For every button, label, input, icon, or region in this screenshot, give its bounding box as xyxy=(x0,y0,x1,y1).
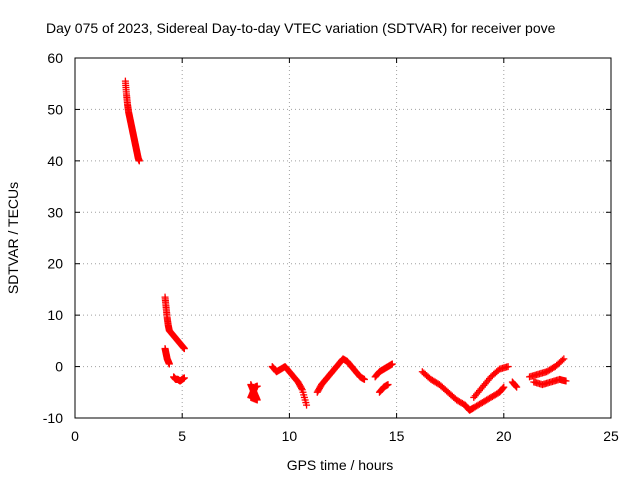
y-tick-label: 40 xyxy=(47,153,63,169)
x-tick-label: 0 xyxy=(71,428,79,444)
data-point xyxy=(388,360,396,368)
chart-title: Day 075 of 2023, Sidereal Day-to-day VTE… xyxy=(46,20,556,36)
y-axis-label: SDTVAR / TECUs xyxy=(5,182,21,294)
data-point xyxy=(180,374,188,382)
data-points xyxy=(121,77,570,414)
x-axis-label: GPS time / hours xyxy=(287,457,394,473)
x-tick-label: 10 xyxy=(282,428,298,444)
data-point xyxy=(513,383,521,391)
y-tick-label: 0 xyxy=(55,359,63,375)
data-point xyxy=(253,382,261,390)
data-point xyxy=(384,381,392,389)
x-axis-ticks: 0 5 10 15 20 25 xyxy=(71,58,619,444)
x-tick-label: 5 xyxy=(178,428,186,444)
y-tick-label: 60 xyxy=(47,50,63,66)
y-tick-label: 20 xyxy=(47,256,63,272)
y-tick-label: 30 xyxy=(47,204,63,220)
y-tick-label: 10 xyxy=(47,307,63,323)
data-point xyxy=(499,384,507,392)
x-tick-label: 25 xyxy=(603,428,619,444)
data-point xyxy=(500,383,508,391)
grid xyxy=(75,58,611,418)
data-point xyxy=(303,401,311,409)
data-point xyxy=(180,345,188,353)
x-tick-label: 15 xyxy=(389,428,405,444)
data-point xyxy=(562,377,570,385)
y-axis-ticks: -10 0 10 20 30 40 50 60 xyxy=(43,50,611,426)
data-point xyxy=(512,382,520,390)
plot-frame xyxy=(74,57,612,419)
x-tick-label: 20 xyxy=(496,428,512,444)
data-point xyxy=(504,363,512,371)
data-point xyxy=(135,157,143,165)
data-point xyxy=(558,356,566,364)
y-tick-label: -10 xyxy=(43,410,63,426)
data-point xyxy=(360,375,368,383)
data-point xyxy=(560,355,568,363)
y-tick-label: 50 xyxy=(47,101,63,117)
data-point xyxy=(165,360,173,368)
data-point xyxy=(298,384,306,392)
